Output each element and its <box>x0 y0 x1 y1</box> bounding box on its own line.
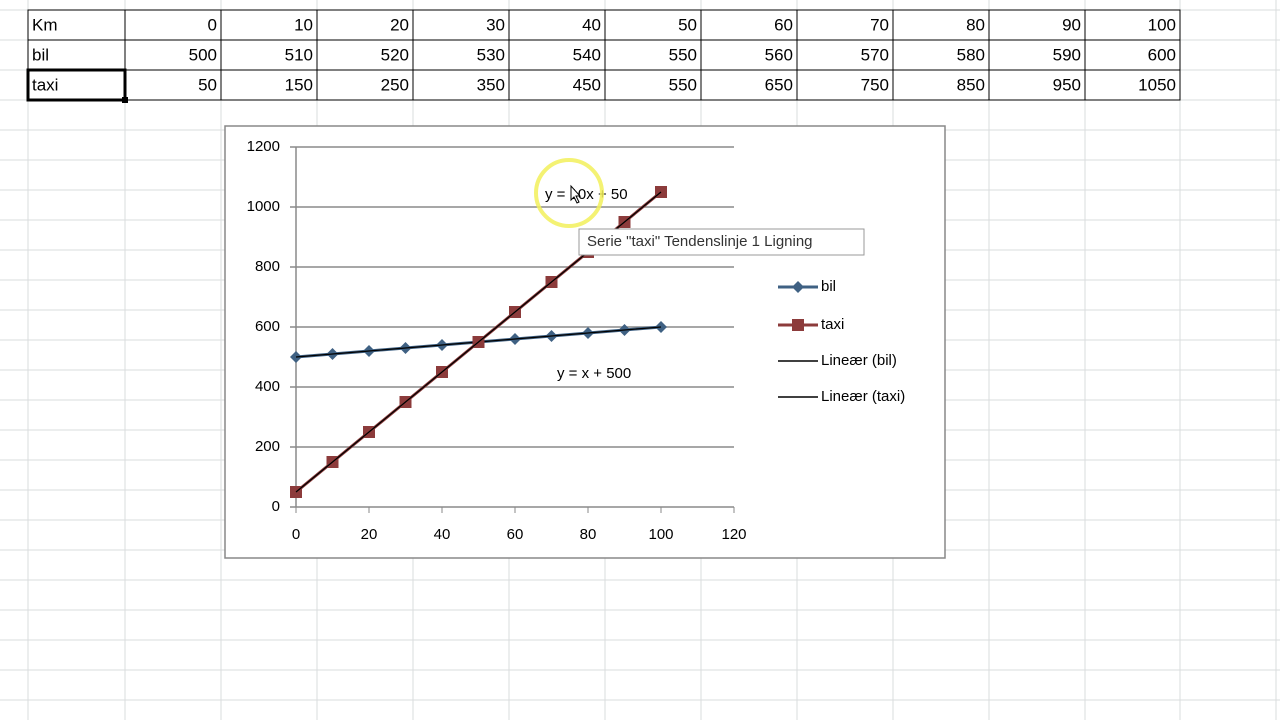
table-cell <box>1084 69 1181 101</box>
cell-text: 550 <box>669 75 697 94</box>
cell-text: 250 <box>381 75 409 94</box>
fill-handle <box>122 97 128 103</box>
cell-text: 350 <box>477 75 505 94</box>
cell-text: 570 <box>861 45 889 64</box>
cell-text: 10 <box>294 15 313 34</box>
tooltip-text: Serie "taxi" Tendenslinje 1 Ligning <box>587 233 813 250</box>
trendline-equation: y = x + 500 <box>557 365 631 382</box>
cell-text: 500 <box>189 45 217 64</box>
cell-text: 100 <box>1148 15 1176 34</box>
tooltip: Serie "taxi" Tendenslinje 1 Ligning <box>578 228 865 256</box>
cell-text: taxi <box>32 75 58 94</box>
cell-text: Km <box>32 15 58 34</box>
cell-text: 550 <box>669 45 697 64</box>
cell-text: 750 <box>861 75 889 94</box>
legend-marker <box>792 281 804 293</box>
cell-text: 950 <box>1053 75 1081 94</box>
data-table: Km 0 10 20 30 40 50 60 70 80 90 100 bil 500 510 520 530 5… <box>26 9 1181 103</box>
cell-text: 450 <box>573 75 601 94</box>
selected-cell <box>26 68 127 102</box>
chart-frame[interactable] <box>224 125 946 559</box>
y-tick-label: 0 <box>272 498 280 515</box>
cell-text: 60 <box>774 15 793 34</box>
cell-text: 20 <box>390 15 409 34</box>
x-tick-label: 60 <box>507 526 524 543</box>
cell-text: 50 <box>198 75 217 94</box>
cell-text: bil <box>32 45 49 64</box>
cell-text: 590 <box>1053 45 1081 64</box>
cell-text: 600 <box>1148 45 1176 64</box>
legend-label: Lineær (taxi) <box>821 388 905 405</box>
cell-text: 540 <box>573 45 601 64</box>
cell-text: 530 <box>477 45 505 64</box>
x-tick-label: 80 <box>580 526 597 543</box>
trendline-equation: y = 10x + 50 <box>545 186 628 203</box>
y-tick-label: 200 <box>255 438 280 455</box>
cell-text: 650 <box>765 75 793 94</box>
cell-text: 0 <box>208 15 217 34</box>
y-tick-label: 1200 <box>247 138 280 155</box>
cell-text: 30 <box>486 15 505 34</box>
y-tick-label: 400 <box>255 378 280 395</box>
y-tick-label: 1000 <box>247 198 280 215</box>
chart: 0 200 400 600 800 1000 1200 0 20 40 60 80 100 120 y = … <box>247 138 906 543</box>
legend-marker <box>792 319 804 331</box>
cell-text: 580 <box>957 45 985 64</box>
legend-label: Lineær (bil) <box>821 352 897 369</box>
cell-text: 80 <box>966 15 985 34</box>
x-tick-label: 120 <box>721 526 746 543</box>
cell-text: 70 <box>870 15 889 34</box>
cell-text: 850 <box>957 75 985 94</box>
cell-text: 1050 <box>1138 75 1176 94</box>
cell-text: 510 <box>285 45 313 64</box>
cell-text: 560 <box>765 45 793 64</box>
cell-text: 90 <box>1062 15 1081 34</box>
x-tick-label: 0 <box>292 526 300 543</box>
y-tick-label: 800 <box>255 258 280 275</box>
y-tick-label: 600 <box>255 318 280 335</box>
x-tick-label: 40 <box>434 526 451 543</box>
legend-label: taxi <box>821 316 844 333</box>
cell-text: 150 <box>285 75 313 94</box>
x-tick-label: 20 <box>361 526 378 543</box>
mouse-cursor <box>570 184 582 204</box>
legend-label: bil <box>821 278 836 295</box>
cell-text: 40 <box>582 15 601 34</box>
cell-text: 520 <box>381 45 409 64</box>
x-tick-label: 100 <box>648 526 673 543</box>
tooltip-box <box>578 228 865 256</box>
cursor-highlight <box>534 158 604 228</box>
cell-text: 50 <box>678 15 697 34</box>
